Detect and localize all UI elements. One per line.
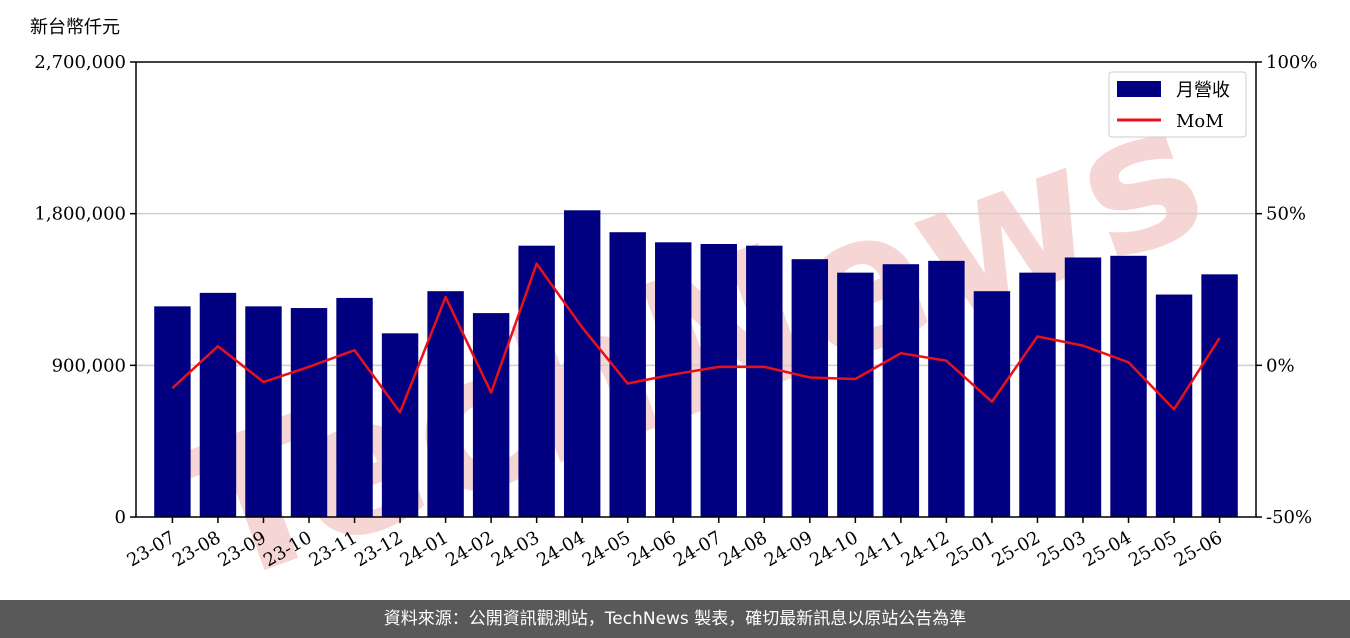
x-tick-label: 24-12 — [897, 527, 952, 571]
y-tick-label-right: 50% — [1266, 204, 1306, 225]
bar — [381, 333, 419, 517]
mom-line — [171, 262, 1221, 414]
bar — [700, 244, 737, 517]
chart: TechNews 新台幣仟元 0900,0001,800,0002,700,00… — [30, 17, 1317, 600]
y-tick-label-left: 0 — [115, 507, 126, 528]
y-tick-label-left: 1,800,000 — [34, 204, 126, 225]
y-tick-label-right: -50% — [1266, 507, 1312, 528]
bar — [1064, 257, 1102, 517]
x-tick-label: 25-04 — [1080, 527, 1135, 571]
x-tick-label: 24-07 — [670, 527, 725, 571]
bar — [563, 210, 601, 517]
bar — [199, 292, 237, 517]
x-tick-label: 25-05 — [1125, 527, 1180, 571]
bar — [837, 272, 874, 517]
x-tick-label: 24-03 — [488, 527, 543, 571]
y-tick-label-right: 100% — [1266, 52, 1317, 73]
legend-swatch-bar — [1117, 81, 1161, 97]
bar — [290, 308, 328, 517]
x-tick-label: 25-02 — [989, 527, 1044, 571]
legend: 月營收 MoM — [1108, 71, 1247, 138]
x-tick-label: 24-11 — [852, 527, 907, 571]
x-tick-label: 24-08 — [715, 527, 770, 571]
bar — [1201, 274, 1238, 517]
x-tick-label: 24-06 — [624, 527, 679, 571]
bar — [791, 259, 829, 517]
x-tick-label: 24-04 — [533, 527, 588, 571]
bar — [472, 313, 510, 517]
x-tick-label: 24-05 — [579, 527, 634, 571]
bar-series — [154, 210, 1238, 517]
x-tick-label: 24-10 — [806, 527, 861, 571]
bar — [609, 232, 646, 517]
bar — [973, 291, 1011, 517]
bar — [336, 297, 373, 517]
y-axis-unit-label: 新台幣仟元 — [30, 17, 120, 38]
y-tick-label-right: 0% — [1266, 355, 1295, 376]
x-tick-label: 25-01 — [943, 527, 998, 571]
bar — [655, 242, 692, 517]
y-tick-label-left: 2,700,000 — [34, 52, 126, 73]
x-tick-label: 24-09 — [761, 527, 816, 571]
plot-frame — [135, 61, 1257, 518]
legend-label-bar: 月營收 — [1176, 80, 1230, 101]
bar — [928, 260, 965, 517]
y-axis-right: -50% 0% 50% 100% — [1256, 52, 1317, 528]
bar — [1110, 255, 1147, 517]
legend-label-line: MoM — [1176, 111, 1224, 132]
x-tick-label: 23-07 — [123, 527, 178, 571]
bar — [1019, 272, 1056, 517]
x-tick-label: 25-06 — [1171, 527, 1226, 571]
y-tick-label-left: 900,000 — [52, 355, 126, 376]
x-tick-label: 25-03 — [1034, 527, 1089, 571]
bar — [154, 306, 191, 517]
bar — [245, 306, 282, 517]
bar — [518, 245, 555, 517]
bar — [882, 264, 920, 517]
bar — [746, 245, 783, 517]
bar — [1155, 294, 1193, 517]
y-axis-left: 0 900,000 1,800,000 2,700,000 — [34, 52, 136, 528]
footer-source-note: 資料來源：公開資訊觀測站，TechNews 製表，確切最新訊息以原站公告為準 — [0, 600, 1350, 638]
